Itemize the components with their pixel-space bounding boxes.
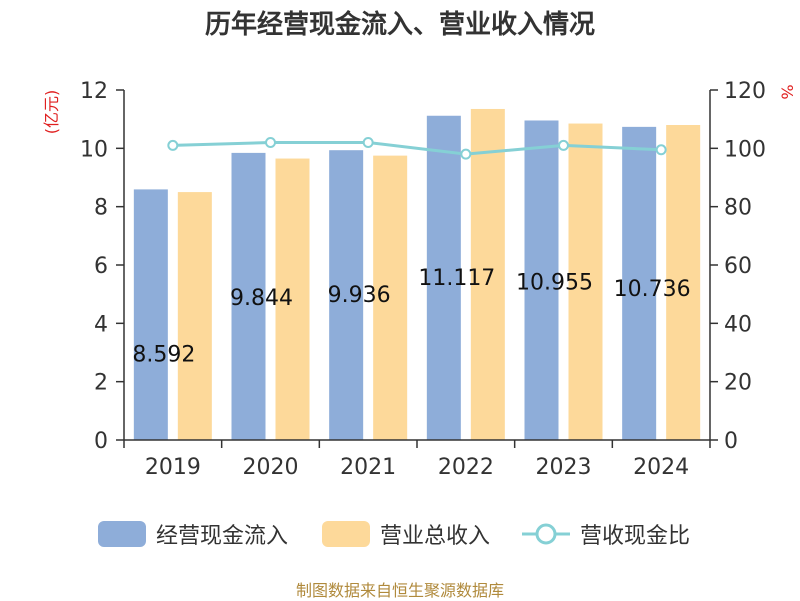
bar-revenue <box>666 125 701 440</box>
y-right-tick-label: 100 <box>724 137 766 162</box>
y-right-tick-label: 20 <box>724 371 752 396</box>
bar-cash-inflow <box>426 115 461 441</box>
x-tick-label: 2023 <box>536 455 592 480</box>
legend-label: 营业总收入 <box>380 524 491 549</box>
bar-cash-inflow <box>231 152 266 440</box>
y-left-tick-label: 0 <box>94 429 108 454</box>
y-right-tick-label: 80 <box>724 196 752 221</box>
x-tick-label: 2021 <box>340 455 396 480</box>
line-circle-marker-icon <box>522 523 570 545</box>
ratio-point <box>655 144 667 156</box>
x-tick-label: 2024 <box>633 455 689 480</box>
bar-cash-inflow <box>622 126 657 440</box>
ratio-point <box>362 137 374 148</box>
y-left-tick-label: 4 <box>94 312 108 337</box>
y-right-tick-label: 0 <box>724 429 738 454</box>
legend-label: 营收现金比 <box>580 524 691 549</box>
y-left-tick-label: 2 <box>94 371 108 396</box>
bar-revenue <box>177 192 212 440</box>
y-left-tick-label: 10 <box>80 137 108 162</box>
bar-revenue <box>568 123 603 441</box>
y-left-tick-label: 8 <box>94 196 108 221</box>
bar-revenue <box>275 158 310 440</box>
chart-title: 历年经营现金流入、营业收入情况 <box>204 10 595 40</box>
y-right-tick-label: 60 <box>724 254 752 279</box>
ratio-point <box>265 137 276 148</box>
data-label: 10.736 <box>614 277 691 302</box>
bar-cash-inflow <box>329 150 364 440</box>
data-label: 11.117 <box>418 266 495 291</box>
bar-swatch-yellow-icon <box>322 521 370 547</box>
legend-item-revenue[interactable]: 营业总收入 <box>322 516 490 552</box>
ratio-line <box>172 141 662 156</box>
legend-label: 经营现金流入 <box>156 524 289 549</box>
ratio-point <box>460 148 472 160</box>
bar-revenue <box>373 155 408 440</box>
source-note: 制图数据来自恒生聚源数据库 <box>295 581 504 600</box>
ratio-point <box>167 139 179 151</box>
data-label: 8.592 <box>132 342 195 367</box>
legend-line-marker <box>535 523 557 545</box>
ratio-point <box>558 139 569 151</box>
bar-cash-inflow <box>133 189 168 440</box>
x-tick-label: 2019 <box>145 455 201 480</box>
data-label: 10.955 <box>516 270 593 295</box>
y-left-tick-label: 12 <box>80 79 108 104</box>
bar-revenue <box>470 108 505 440</box>
y-right-tick-label: 120 <box>724 79 766 104</box>
data-label: 9.936 <box>328 283 391 308</box>
legend-item-cash-inflow[interactable]: 经营现金流入 <box>98 516 288 552</box>
x-tick-label: 2020 <box>243 455 299 480</box>
x-tick-label: 2022 <box>438 455 494 480</box>
legend-item-ratio[interactable]: 营收现金比 <box>522 516 690 552</box>
y-left-tick-label: 6 <box>94 254 108 279</box>
bar-swatch-blue-icon <box>98 521 146 547</box>
y-right-tick-label: 40 <box>724 312 752 337</box>
legend: 经营现金流入 营业总收入 营收现金比 <box>0 516 800 552</box>
bar-cash-inflow <box>524 120 559 441</box>
data-label: 9.844 <box>230 286 293 311</box>
